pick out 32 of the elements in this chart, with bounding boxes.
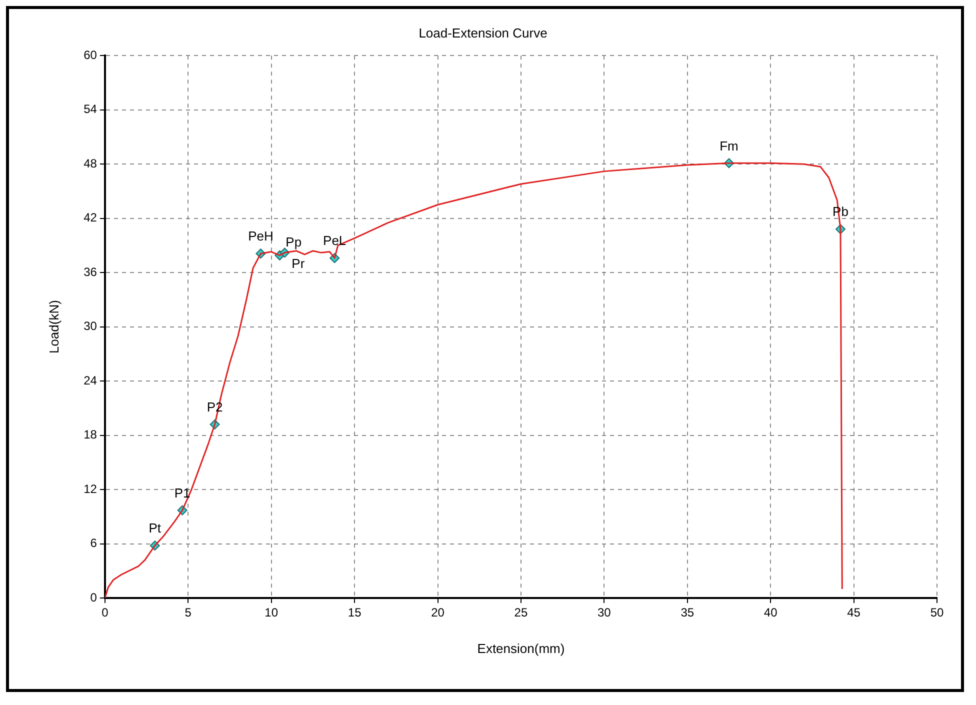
annotation: Pt [148, 520, 162, 536]
x-tick-label: 5 [184, 606, 192, 620]
y-tick-label: 54 [84, 102, 98, 116]
x-tick-label: 40 [764, 606, 778, 620]
annotation: PeL [323, 233, 346, 248]
y-tick-label: 6 [90, 536, 98, 550]
x-tick-label: 10 [264, 606, 278, 620]
x-tick-label: 35 [680, 606, 694, 620]
y-tick-label: 12 [84, 482, 98, 496]
y-tick-label: 36 [84, 264, 98, 279]
x-tick-label: 50 [930, 606, 944, 620]
annotation: P1 [174, 485, 190, 500]
annotation: Fm [720, 138, 738, 154]
y-tick-label: 60 [84, 48, 98, 62]
x-tick-label: 30 [598, 606, 612, 620]
x-tick-label: 45 [847, 606, 861, 620]
y-tick-label: 24 [84, 373, 98, 388]
x-tick-label: 20 [431, 606, 445, 620]
y-tick-label: 30 [84, 319, 98, 334]
x-tick-label: 15 [348, 606, 362, 620]
x-tick-label: 0 [102, 606, 109, 620]
annotation: Pr [292, 256, 306, 271]
y-tick-label: 42 [84, 210, 98, 225]
y-tick-label: 18 [84, 428, 98, 442]
y-tick-label: 0 [90, 590, 98, 604]
annotation: PeH [248, 228, 274, 244]
x-axis-title: Extension(mm) [477, 640, 565, 656]
y-tick-label: 48 [84, 156, 98, 170]
chart-title: Load-Extension Curve [418, 25, 548, 40]
x-tick-label: 25 [514, 606, 528, 620]
y-axis-title: Load(kN) [46, 300, 62, 354]
annotation: Pp [286, 234, 302, 250]
